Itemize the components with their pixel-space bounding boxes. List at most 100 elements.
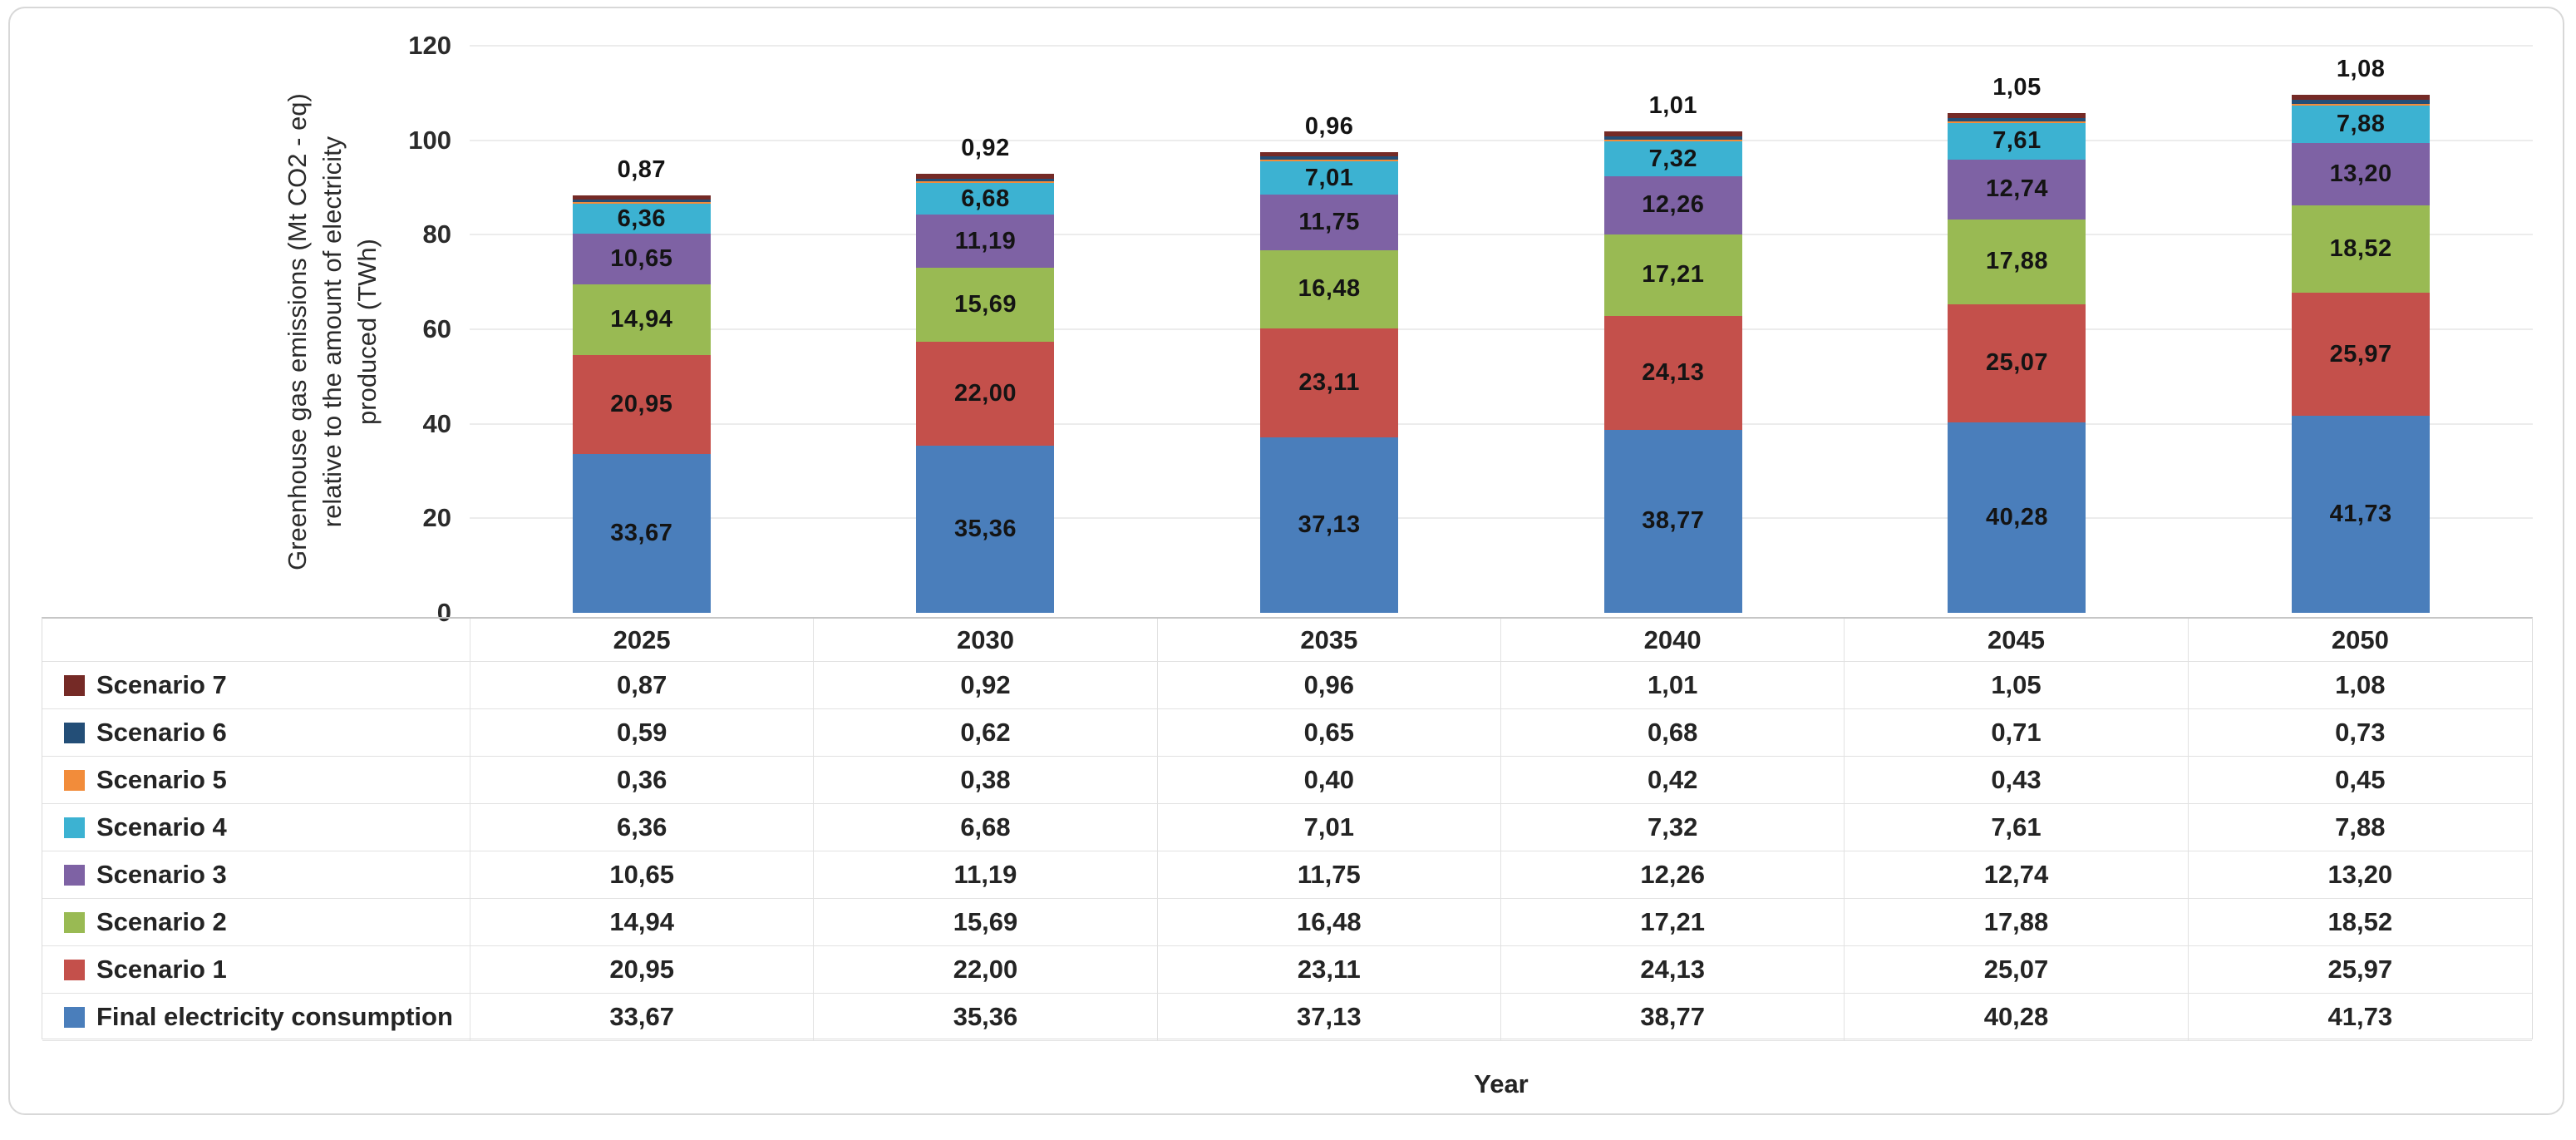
table-value-cell: 15,69 bbox=[814, 899, 1158, 946]
bar-segment-label: 24,13 bbox=[1642, 358, 1705, 386]
bar-segment-label: 40,28 bbox=[1985, 504, 2049, 531]
legend-series-name: Scenario 1 bbox=[96, 955, 227, 984]
table-corner-cell bbox=[42, 619, 470, 662]
bar-segment: 38,77 bbox=[1603, 429, 1742, 613]
legend-swatch-icon bbox=[64, 722, 85, 743]
bar-segment bbox=[1260, 160, 1399, 162]
bar-total-label: 1,05 bbox=[1992, 73, 2042, 101]
bar-segment: 40,28 bbox=[1948, 422, 2086, 613]
plot-area: 0 20 40 60 80 100 120 33,67 20,95 14,94 10,65 6,36 0… bbox=[408, 31, 2533, 627]
bar-segment-label: 6,68 bbox=[961, 185, 1010, 212]
bar-group: 37,13 23,11 16,48 11,75 7,01 0,96 bbox=[1157, 46, 1501, 613]
table-value-cell: 0,59 bbox=[470, 709, 815, 757]
bar-group: 41,73 25,97 18,52 13,20 7,88 1,08 bbox=[2189, 46, 2533, 613]
table-value-cell: 6,36 bbox=[470, 804, 815, 851]
table-value-cell: 1,01 bbox=[1501, 662, 1845, 709]
table-row-label: Scenario 7 bbox=[42, 662, 470, 709]
table-value-cell: 14,94 bbox=[470, 899, 815, 946]
table-value-cell: 7,01 bbox=[1157, 804, 1501, 851]
table-value-cell: 10,65 bbox=[470, 851, 815, 899]
y-tick-label: 20 bbox=[422, 503, 451, 533]
bar-segment bbox=[2292, 95, 2431, 101]
bar-segment-label: 7,61 bbox=[1992, 127, 2042, 155]
bar-segment: 41,73 bbox=[2292, 415, 2431, 613]
bar-total-label: 1,01 bbox=[1648, 92, 1698, 120]
bar-segment-label: 7,01 bbox=[1304, 164, 1354, 191]
bar-segment bbox=[916, 178, 1055, 182]
bar-segment-label: 35,36 bbox=[953, 516, 1017, 543]
bar-segment: 7,61 bbox=[1948, 123, 2086, 160]
table-value-cell: 13,20 bbox=[2188, 851, 2532, 899]
legend-series-name: Scenario 6 bbox=[96, 718, 227, 747]
table-value-cell: 41,73 bbox=[2188, 994, 2532, 1041]
table-value-cell: 7,61 bbox=[1845, 804, 2189, 851]
table-value-cell: 35,36 bbox=[814, 994, 1158, 1041]
table-year-header: 2045 bbox=[1845, 619, 2189, 662]
bar-group: 33,67 20,95 14,94 10,65 6,36 0,87 bbox=[470, 46, 814, 613]
bar-segment-label: 10,65 bbox=[610, 244, 673, 272]
table-value-cell: 6,68 bbox=[814, 804, 1158, 851]
legend-series-name: Scenario 3 bbox=[96, 860, 227, 889]
table-row-label: Scenario 4 bbox=[42, 804, 470, 851]
table-value-cell: 18,52 bbox=[2188, 899, 2532, 946]
table-value-cell: 7,32 bbox=[1501, 804, 1845, 851]
bar-segment: 6,68 bbox=[916, 183, 1055, 215]
bar-segment: 25,07 bbox=[1948, 304, 2086, 423]
legend-swatch-icon bbox=[64, 1006, 85, 1028]
table-row-label: Scenario 5 bbox=[42, 757, 470, 804]
bar-segment: 12,26 bbox=[1603, 176, 1742, 234]
bar-segment-label: 11,75 bbox=[1298, 209, 1360, 236]
legend-swatch-icon bbox=[64, 817, 85, 838]
bar-segment bbox=[916, 174, 1055, 179]
bar-segment bbox=[2292, 103, 2431, 106]
y-tick-label: 80 bbox=[422, 220, 451, 249]
bar-segment: 13,20 bbox=[2292, 142, 2431, 205]
bar-segment-label: 41,73 bbox=[2329, 500, 2392, 527]
bar-segment bbox=[1948, 117, 2086, 121]
table-row-label: Scenario 6 bbox=[42, 709, 470, 757]
bar-segment bbox=[1603, 140, 1742, 142]
gridline bbox=[470, 517, 2533, 520]
legend-series-name: Scenario 7 bbox=[96, 670, 227, 699]
table-value-cell: 7,88 bbox=[2188, 804, 2532, 851]
bar-segment: 10,65 bbox=[572, 234, 711, 284]
bar-segment: 17,21 bbox=[1603, 234, 1742, 316]
bar-group: 35,36 22,00 15,69 11,19 6,68 0,92 bbox=[814, 46, 1158, 613]
bar-segment-label: 7,32 bbox=[1648, 145, 1698, 172]
table-value-cell: 0,92 bbox=[814, 662, 1158, 709]
table-value-cell: 25,97 bbox=[2188, 946, 2532, 994]
table-value-cell: 0,68 bbox=[1501, 709, 1845, 757]
bar-segment: 7,88 bbox=[2292, 106, 2431, 143]
bar-segment: 18,52 bbox=[2292, 205, 2431, 294]
bar-segment: 11,75 bbox=[1260, 195, 1399, 250]
bar-segment-label: 6,36 bbox=[617, 205, 667, 232]
bar-segment: 15,69 bbox=[916, 267, 1055, 343]
bar-segment bbox=[1260, 156, 1399, 160]
table-value-cell: 23,11 bbox=[1157, 946, 1501, 994]
bar-segment: 16,48 bbox=[1260, 249, 1399, 328]
bar-segment-label: 25,07 bbox=[1985, 349, 2049, 377]
bar-segment-label: 17,21 bbox=[1642, 261, 1705, 289]
y-tick-label: 40 bbox=[422, 408, 451, 438]
table-value-cell: 17,21 bbox=[1501, 899, 1845, 946]
table-row-label: Scenario 3 bbox=[42, 851, 470, 899]
table-value-cell: 0,45 bbox=[2188, 757, 2532, 804]
bar-segment-label: 7,88 bbox=[2336, 111, 2386, 138]
bar-segment: 22,00 bbox=[916, 342, 1055, 447]
table-value-cell: 17,88 bbox=[1845, 899, 2189, 946]
bar-segment-label: 11,19 bbox=[954, 227, 1017, 254]
y-tick-label: 100 bbox=[408, 125, 451, 155]
legend-series-name: Scenario 5 bbox=[96, 765, 227, 794]
bar-segment bbox=[2292, 100, 2431, 104]
bar-segment-label: 13,20 bbox=[2329, 160, 2392, 187]
table-value-cell: 0,73 bbox=[2188, 709, 2532, 757]
legend-series-name: Final electricity consumption bbox=[96, 1002, 453, 1031]
table-value-cell: 11,75 bbox=[1157, 851, 1501, 899]
bar-total-label: 1,08 bbox=[2336, 56, 2386, 83]
table-value-cell: 0,38 bbox=[814, 757, 1158, 804]
bar-segment bbox=[572, 201, 711, 204]
table-value-cell: 38,77 bbox=[1501, 994, 1845, 1041]
table-value-cell: 22,00 bbox=[814, 946, 1158, 994]
bar-segment-label: 23,11 bbox=[1298, 368, 1360, 396]
